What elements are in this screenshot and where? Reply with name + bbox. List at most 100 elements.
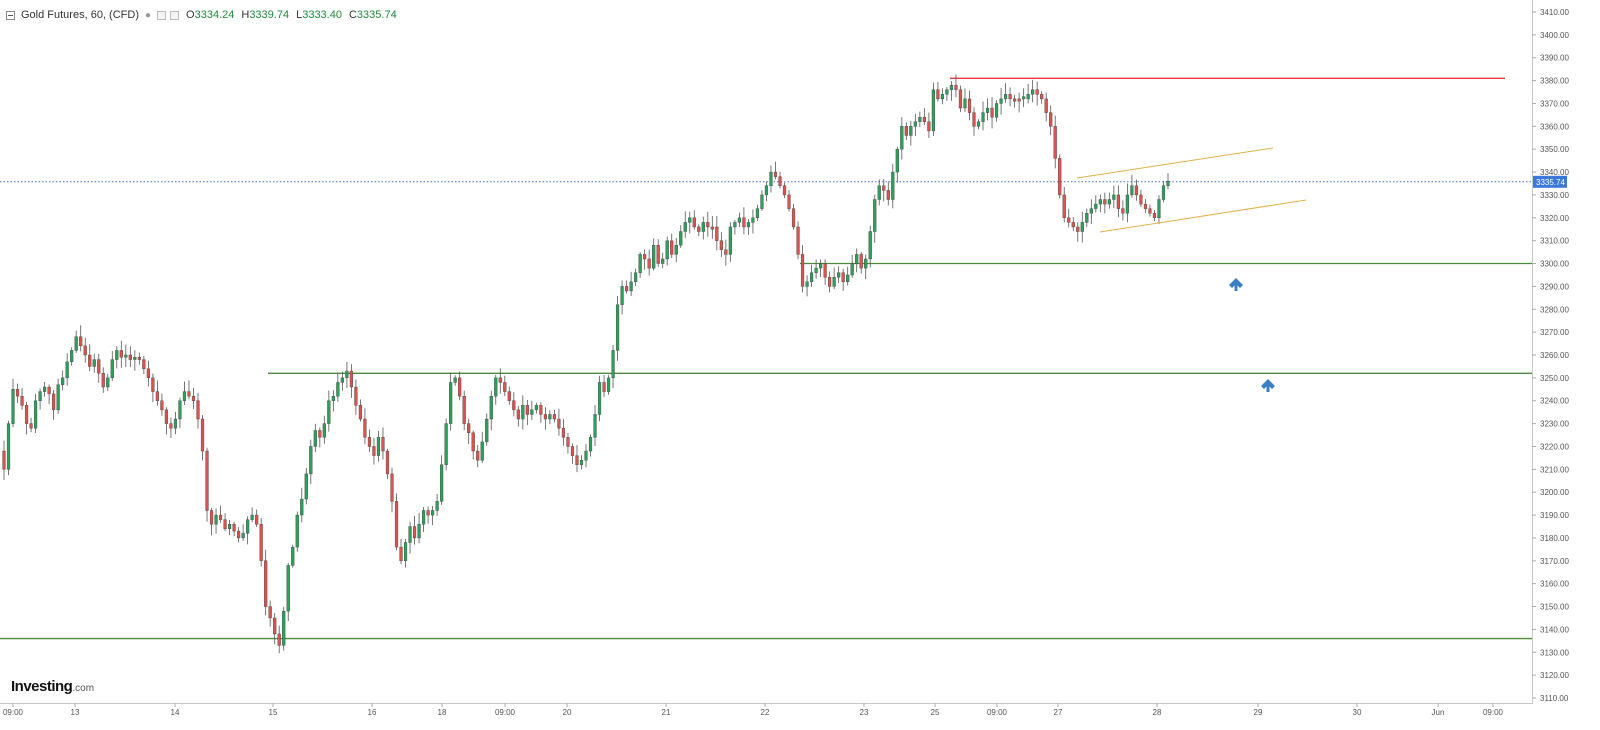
channel-upper-line[interactable] (1076, 147, 1274, 179)
candle-bear (318, 430, 322, 438)
time-tick-label: 09:00 (1483, 708, 1504, 717)
instrument-title[interactable]: Gold Futures, 60, (CFD) (21, 9, 139, 21)
arrow-up-icon[interactable] (1229, 278, 1243, 288)
toggle-box-icon[interactable] (170, 10, 180, 20)
candle-bear (2, 450, 6, 470)
candle-bear (1139, 194, 1143, 205)
candle-bear (954, 84, 958, 90)
candle-bull (241, 533, 245, 539)
candle-bull (403, 542, 408, 561)
arrow-up-icon-stem (1234, 284, 1238, 291)
candle-bear (200, 418, 205, 452)
candle-bear (1017, 98, 1021, 102)
candle-bear (503, 382, 507, 392)
candle-bull (178, 400, 182, 420)
high-value: H3339.74 (241, 9, 290, 21)
candle-bull (485, 418, 489, 443)
candle-bull (336, 382, 340, 397)
candle-bear (146, 368, 150, 379)
time-axis: 09:00 13 14 15 16 18 09:00 20 21 22 23 25 09:00 27 28 2… (3, 703, 1504, 717)
candle-bull (1080, 222, 1084, 232)
candle-bull (313, 430, 317, 447)
candle-bull (846, 274, 850, 283)
settings-box-icon[interactable] (157, 10, 167, 20)
candle-bull (733, 222, 737, 228)
price-tick-label: 3330.00 (1540, 191, 1569, 200)
candle-bull (864, 258, 868, 269)
price-tick-label: 3400.00 (1540, 31, 1569, 40)
candle-bull (530, 409, 534, 415)
candle-bull (173, 418, 178, 429)
candle-bull (769, 171, 773, 186)
candle-bull (106, 377, 110, 388)
candle-bear (710, 226, 714, 230)
arrows-layer (1229, 278, 1275, 392)
price-axis: 3410.00 3400.00 3390.00 3380.00 3370.00 3360.… (1532, 8, 1569, 703)
candle-bull (976, 121, 981, 127)
candle-bear (1148, 208, 1152, 214)
candle-bear (1071, 222, 1075, 228)
candle-bear (927, 121, 931, 132)
candle-bull (918, 116, 922, 122)
candle-bear (268, 606, 272, 619)
arrow-up-icon-stem (1266, 385, 1270, 392)
candle-bear (552, 414, 557, 420)
time-tick-label: 23 (860, 708, 869, 717)
price-tick-label: 3130.00 (1540, 648, 1569, 657)
candle-bear (859, 254, 863, 269)
candle-bull (579, 459, 584, 465)
candle-bear (692, 217, 696, 228)
candle-bull (421, 510, 426, 525)
candle-bull (331, 395, 335, 401)
candle-bull (913, 121, 917, 127)
candle-bull (1157, 199, 1161, 219)
time-tick-label: 25 (931, 708, 940, 717)
time-tick-label: 09:00 (3, 708, 24, 717)
grid-layer (0, 0, 1533, 704)
candle-bull (11, 389, 15, 424)
candle-bear (742, 217, 746, 228)
price-tick-label: 3390.00 (1540, 54, 1569, 63)
channel-layer (1076, 147, 1307, 233)
price-tick-label: 3380.00 (1540, 77, 1569, 86)
candle-bear (169, 423, 173, 429)
candle-bull (6, 423, 11, 470)
channel-lower-line[interactable] (1099, 199, 1307, 233)
candles-layer (2, 74, 1170, 654)
candle-bull (1107, 199, 1111, 205)
current-price-tag (1533, 175, 1567, 188)
candle-bull (521, 405, 525, 420)
arrow-up-icon[interactable] (1261, 379, 1275, 389)
candle-bear (1067, 217, 1071, 223)
candle-bear (719, 240, 723, 251)
time-tick-label: 27 (1054, 708, 1063, 717)
candle-bull (945, 89, 949, 95)
status-dot-icon: ● (144, 9, 152, 21)
candle-bull (38, 391, 42, 401)
collapse-legend-icon[interactable] (6, 10, 15, 20)
candle-bull (1094, 203, 1098, 209)
candle-bull (1026, 94, 1030, 100)
candle-bear (800, 254, 805, 287)
price-tick-label: 3140.00 (1540, 625, 1569, 634)
candle-bull (340, 377, 344, 383)
candle-bull (877, 185, 881, 200)
candle-bear (237, 530, 241, 539)
candle-bear (498, 377, 502, 383)
close-value: C3335.74 (348, 9, 397, 21)
candle-bull (214, 514, 218, 525)
candle-bear (191, 395, 196, 401)
candle-bear (1121, 208, 1125, 214)
price-tick-label: 3410.00 (1540, 8, 1569, 17)
price-tick-label: 3260.00 (1540, 351, 1569, 360)
investing-logo[interactable]: Investing .com (11, 678, 95, 695)
candle-bull (124, 354, 128, 358)
candle-bull (494, 377, 498, 397)
price-tick-label: 3290.00 (1540, 282, 1569, 291)
candle-bull (1098, 199, 1102, 205)
candle-bear (259, 524, 263, 561)
candle-bear (706, 222, 710, 228)
candle-bull (638, 254, 642, 273)
